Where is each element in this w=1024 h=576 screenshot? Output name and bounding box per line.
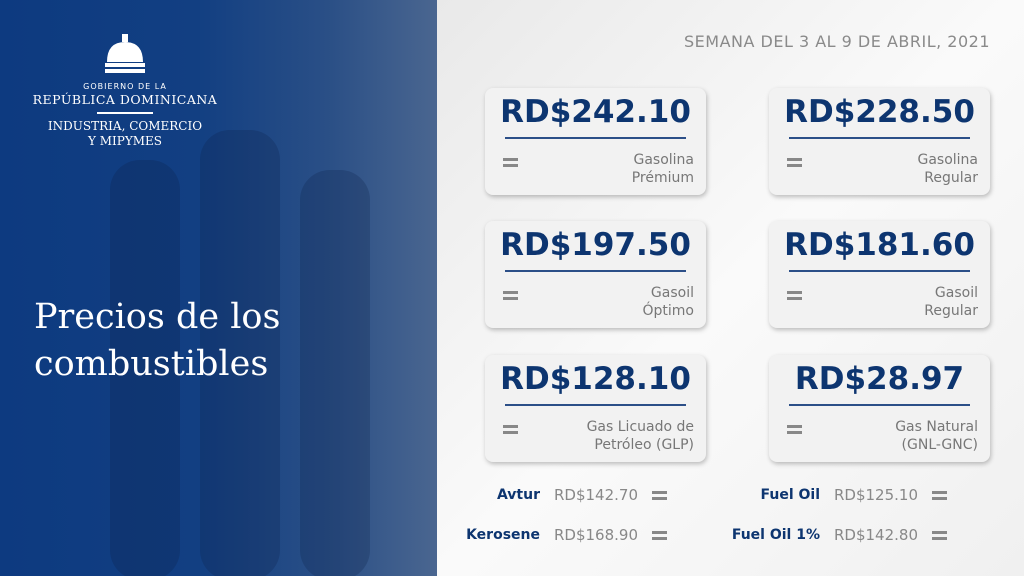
other-fuel-row: Fuel Oil RD$125.10	[720, 485, 948, 505]
fuel-name-line1: Gas Licuado de	[586, 419, 694, 435]
fuel-name: Gasoil Óptimo	[643, 284, 695, 320]
price: RD$168.90	[554, 526, 639, 544]
government-logo: GOBIERNO DE LA REPÚBLICA DOMINICANA INDU…	[30, 34, 220, 149]
price: RD$125.10	[834, 486, 919, 504]
fuel-price-card: RD$242.10 Gasolina Prémium	[485, 88, 706, 195]
fuel-name: Avtur	[496, 487, 540, 503]
fuel-price-card: RD$228.50 Gasolina Regular	[769, 88, 990, 195]
fuel-name: Fuel Oil 1%	[731, 527, 820, 543]
ministry-line2: Y MIPYMES	[87, 134, 163, 148]
price: RD$28.97	[794, 361, 965, 397]
fuel-name-line1: Gasolina	[633, 152, 694, 168]
fuel-name-line2: Prémium	[631, 170, 694, 186]
equal-icon	[503, 425, 518, 434]
price: RD$142.70	[554, 486, 639, 504]
fuel-name-line1: Gasoil	[650, 285, 694, 301]
fuel-price-card: RD$197.50 Gasoil Óptimo	[485, 221, 706, 328]
divider	[505, 270, 686, 272]
fuel-name: Kerosene	[466, 527, 540, 543]
equal-icon	[787, 158, 802, 167]
equal-icon	[503, 291, 518, 300]
fuel-name: Gas Licuado de Petróleo (GLP)	[587, 418, 694, 454]
fuel-price-card: RD$128.10 Gas Licuado de Petróleo (GLP)	[485, 355, 706, 462]
pump-nozzle-shape	[300, 170, 370, 576]
price: RD$142.80	[834, 526, 919, 544]
other-fuel-row: Fuel Oil 1% RD$142.80	[720, 525, 948, 545]
equal-icon	[503, 158, 518, 167]
fuel-name-line1: Gas Natural	[895, 419, 978, 435]
price: RD$128.10	[500, 361, 691, 397]
week-label: SEMANA DEL 3 AL 9 DE ABRIL, 2021	[684, 32, 990, 51]
equal-icon	[652, 530, 668, 540]
divider	[789, 404, 970, 406]
pump-nozzle-shape	[200, 130, 280, 576]
pump-nozzle-shape	[110, 160, 180, 576]
equal-icon	[652, 490, 668, 500]
dome-icon	[105, 34, 145, 73]
org-line1: GOBIERNO DE LA	[83, 82, 167, 91]
equal-icon	[932, 530, 948, 540]
fuel-name-line1: Gasoil	[934, 285, 978, 301]
price: RD$228.50	[784, 94, 975, 130]
fuel-name: Fuel Oil	[760, 487, 821, 503]
other-fuel-row: Kerosene RD$168.90	[440, 525, 668, 545]
title-line2: combustibles	[34, 344, 269, 384]
fuel-name: Gas Natural (GNL-GNC)	[895, 418, 978, 454]
fuel-price-card: RD$28.97 Gas Natural (GNL-GNC)	[769, 355, 990, 462]
other-fuel-row: Avtur RD$142.70	[440, 485, 668, 505]
divider	[789, 270, 970, 272]
title-line1: Precios de los	[34, 297, 281, 337]
fuel-name-line2: Óptimo	[642, 303, 695, 319]
fuel-name: Gasolina Regular	[917, 151, 978, 187]
fuel-name-line2: (GNL-GNC)	[901, 437, 978, 453]
fuel-price-card: RD$181.60 Gasoil Regular	[769, 221, 990, 328]
fuel-name-line1: Gasolina	[917, 152, 978, 168]
hero-panel: GOBIERNO DE LA REPÚBLICA DOMINICANA INDU…	[0, 0, 437, 576]
divider	[97, 112, 153, 114]
org-line2: REPÚBLICA DOMINICANA	[32, 92, 218, 107]
fuel-name-line2: Regular	[924, 170, 978, 186]
equal-icon	[932, 490, 948, 500]
page-title: Precios de los combustibles	[34, 294, 280, 388]
divider	[789, 137, 970, 139]
divider	[505, 404, 686, 406]
fuel-name: Gasoil Regular	[924, 284, 978, 320]
fuel-name-line2: Petróleo (GLP)	[594, 437, 694, 453]
equal-icon	[787, 425, 802, 434]
ministry-line1: INDUSTRIA, COMERCIO	[47, 119, 203, 133]
price: RD$242.10	[500, 94, 691, 130]
price: RD$197.50	[500, 227, 691, 263]
divider	[505, 137, 686, 139]
fuel-name: Gasolina Prémium	[632, 151, 694, 187]
price: RD$181.60	[784, 227, 975, 263]
equal-icon	[787, 291, 802, 300]
fuel-name-line2: Regular	[924, 303, 978, 319]
